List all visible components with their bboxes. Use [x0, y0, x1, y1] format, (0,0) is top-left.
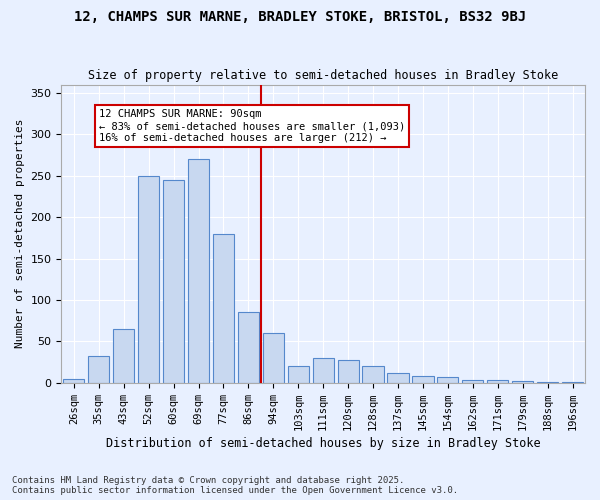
Bar: [88, 356, 109, 383]
Bar: [437, 377, 458, 383]
Bar: [113, 329, 134, 383]
Bar: [63, 378, 85, 383]
Text: 12, CHAMPS SUR MARNE, BRADLEY STOKE, BRISTOL, BS32 9BJ: 12, CHAMPS SUR MARNE, BRADLEY STOKE, BRI…: [74, 10, 526, 24]
Bar: [163, 180, 184, 383]
Bar: [287, 366, 309, 383]
X-axis label: Distribution of semi-detached houses by size in Bradley Stoke: Distribution of semi-detached houses by …: [106, 437, 541, 450]
Bar: [313, 358, 334, 383]
Text: Contains HM Land Registry data © Crown copyright and database right 2025.
Contai: Contains HM Land Registry data © Crown c…: [12, 476, 458, 495]
Bar: [263, 333, 284, 383]
Bar: [412, 376, 434, 383]
Bar: [213, 234, 234, 383]
Bar: [562, 382, 583, 383]
Text: 12 CHAMPS SUR MARNE: 90sqm
← 83% of semi-detached houses are smaller (1,093)
16%: 12 CHAMPS SUR MARNE: 90sqm ← 83% of semi…: [99, 110, 405, 142]
Bar: [512, 381, 533, 383]
Bar: [238, 312, 259, 383]
Bar: [188, 159, 209, 383]
Bar: [138, 176, 159, 383]
Bar: [462, 380, 484, 383]
Bar: [487, 380, 508, 383]
Y-axis label: Number of semi-detached properties: Number of semi-detached properties: [15, 119, 25, 348]
Bar: [338, 360, 359, 383]
Title: Size of property relative to semi-detached houses in Bradley Stoke: Size of property relative to semi-detach…: [88, 69, 559, 82]
Bar: [362, 366, 383, 383]
Bar: [537, 382, 558, 383]
Bar: [388, 373, 409, 383]
